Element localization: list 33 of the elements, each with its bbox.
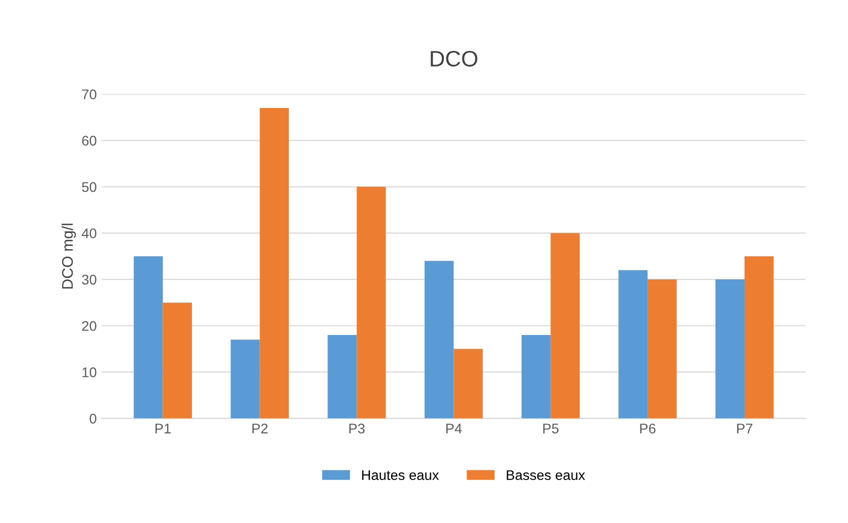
x-tick-label: P2 <box>252 424 268 434</box>
bar <box>715 279 745 418</box>
bar <box>328 335 357 418</box>
x-tick-label: P7 <box>737 424 752 434</box>
bar <box>134 256 163 418</box>
bar <box>522 335 551 418</box>
bar <box>550 233 580 418</box>
bar <box>356 186 386 418</box>
y-tick-label: 30 <box>82 274 96 285</box>
y-tick-label: 40 <box>82 228 96 238</box>
x-tick-label: P5 <box>543 424 559 434</box>
y-tick-label: 0 <box>90 414 96 424</box>
y-tick-label: 20 <box>82 321 96 331</box>
y-axis-title: DCO mg/l <box>62 224 76 289</box>
bar <box>424 260 454 418</box>
x-tick-label: P1 <box>155 424 171 434</box>
bar <box>230 340 260 418</box>
y-tick-label: 60 <box>82 136 96 146</box>
chart-title: DCO <box>430 50 478 67</box>
bar <box>260 108 289 418</box>
y-tick-label: 50 <box>82 182 96 192</box>
bar <box>648 279 677 418</box>
x-tick-label: P3 <box>349 424 365 434</box>
legend-label: Basses eaux <box>506 470 586 480</box>
bar <box>162 302 192 418</box>
y-tick-label: 10 <box>82 367 96 378</box>
y-tick-label: 70 <box>82 89 96 100</box>
bar <box>454 348 483 418</box>
x-tick-label: P4 <box>446 424 462 434</box>
x-tick-label: P6 <box>640 424 656 434</box>
legend-label: Hautes eaux <box>362 470 439 480</box>
bar <box>744 256 774 418</box>
bar <box>618 270 648 418</box>
